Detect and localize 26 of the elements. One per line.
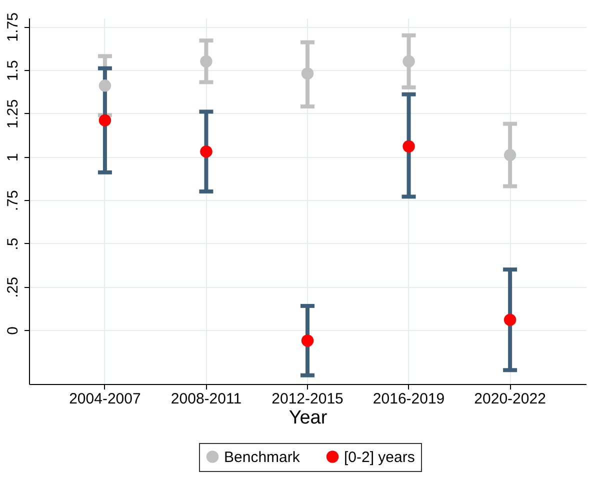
point [200,145,212,158]
point [301,67,314,80]
point [301,334,314,347]
y-tick-label: .5 [4,238,22,250]
x-axis-title: Year [288,408,328,428]
x-tick-label: 2008-2011 [170,390,242,408]
x-tick-label: 2020-2022 [474,390,546,408]
x-tick-label: 2012-2015 [272,390,344,408]
x-tick-label: 2016-2019 [372,390,445,408]
y-tick-label: .25 [4,276,22,298]
point [504,148,516,162]
legend-label: Benchmark [224,448,300,466]
y-tick-label: 1 [4,153,22,162]
point [200,55,212,68]
y-tick-label: 1.5 [4,60,22,81]
y-tick-label: 1.75 [4,12,22,42]
legend-label: [0-2] years [344,448,415,466]
y-tick-label: 1.25 [4,99,22,129]
point [402,55,415,68]
y-tick-label: .75 [4,190,22,212]
point [98,114,112,126]
point [504,314,516,326]
point [98,80,112,92]
x-tick-label: 2004-2007 [69,390,141,408]
y-tick-label: 0 [4,326,22,335]
point [402,140,415,152]
